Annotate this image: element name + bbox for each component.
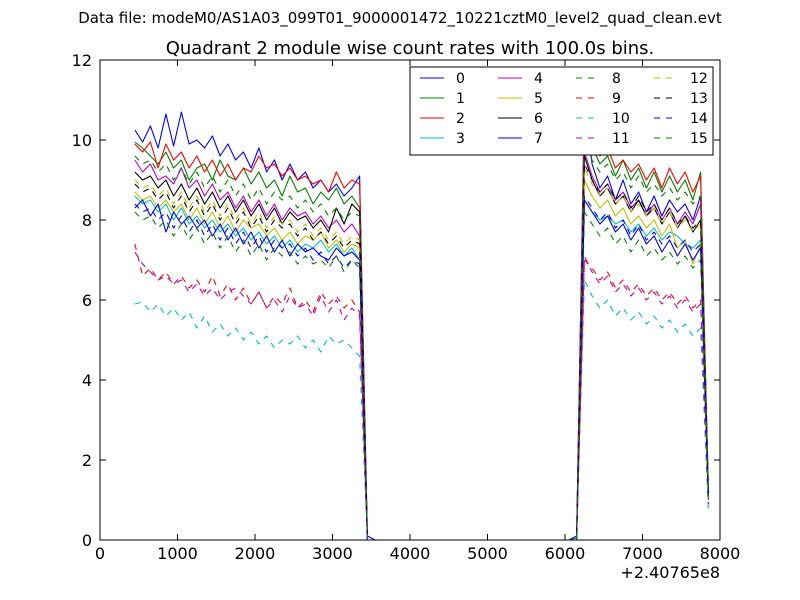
legend-label-9: 9 bbox=[612, 91, 621, 107]
legend-label-14: 14 bbox=[690, 111, 708, 127]
y-tick-label: 0 bbox=[82, 531, 92, 550]
legend-label-4: 4 bbox=[534, 71, 543, 87]
series-line-5 bbox=[134, 179, 709, 541]
series-line-0 bbox=[134, 101, 709, 541]
series-line-8 bbox=[134, 211, 709, 541]
series-layer bbox=[134, 101, 709, 541]
legend-label-1: 1 bbox=[456, 91, 465, 107]
x-tick-label: 0 bbox=[95, 544, 105, 563]
data-file-title: Data file: modeM0/AS1A03_099T01_90000014… bbox=[78, 9, 722, 27]
y-tick-label: 4 bbox=[82, 371, 92, 390]
x-tick-label: 4000 bbox=[390, 544, 431, 563]
series-line-1 bbox=[134, 141, 709, 541]
legend-label-12: 12 bbox=[690, 71, 708, 87]
series-line-11 bbox=[134, 251, 709, 541]
series-line-7 bbox=[134, 199, 709, 541]
x-tick-label: 5000 bbox=[467, 544, 508, 563]
legend-label-10: 10 bbox=[612, 111, 630, 127]
series-line-10 bbox=[134, 279, 709, 541]
chart-title: Quadrant 2 module wise count rates with … bbox=[166, 38, 655, 59]
x-tick-label: 8000 bbox=[700, 544, 741, 563]
legend-label-0: 0 bbox=[456, 71, 465, 87]
series-line-12 bbox=[134, 167, 709, 541]
x-tick-label: 3000 bbox=[312, 544, 353, 563]
y-tick-label: 12 bbox=[72, 51, 92, 70]
legend-label-2: 2 bbox=[456, 111, 465, 127]
y-tick-label: 6 bbox=[82, 291, 92, 310]
legend-label-7: 7 bbox=[534, 131, 543, 147]
legend-frame bbox=[409, 66, 714, 156]
x-axis-offset-label: +2.40765e8 bbox=[620, 563, 720, 582]
x-tick-label: 1000 bbox=[157, 544, 198, 563]
y-tick-label: 8 bbox=[82, 211, 92, 230]
legend-label-3: 3 bbox=[456, 131, 465, 147]
legend-label-8: 8 bbox=[612, 71, 621, 87]
series-line-6 bbox=[134, 155, 709, 541]
series-line-13 bbox=[134, 163, 709, 541]
x-tick-label: 6000 bbox=[545, 544, 586, 563]
y-tick-label: 10 bbox=[72, 131, 92, 150]
legend-label-11: 11 bbox=[612, 131, 630, 147]
y-tick-label: 2 bbox=[82, 451, 92, 470]
series-line-15 bbox=[134, 143, 709, 541]
legend-label-13: 13 bbox=[690, 91, 708, 107]
axes-layer: 0 1000 2000 3000 4000 5000 6000 7000 80000246810… bbox=[72, 51, 741, 563]
x-tick-label: 7000 bbox=[622, 544, 663, 563]
legend-label-5: 5 bbox=[534, 91, 543, 107]
series-line-9 bbox=[134, 243, 709, 541]
x-tick-label: 2000 bbox=[235, 544, 276, 563]
legend-label-6: 6 bbox=[534, 111, 543, 127]
series-line-4 bbox=[134, 151, 709, 541]
legend-label-15: 15 bbox=[690, 131, 708, 147]
